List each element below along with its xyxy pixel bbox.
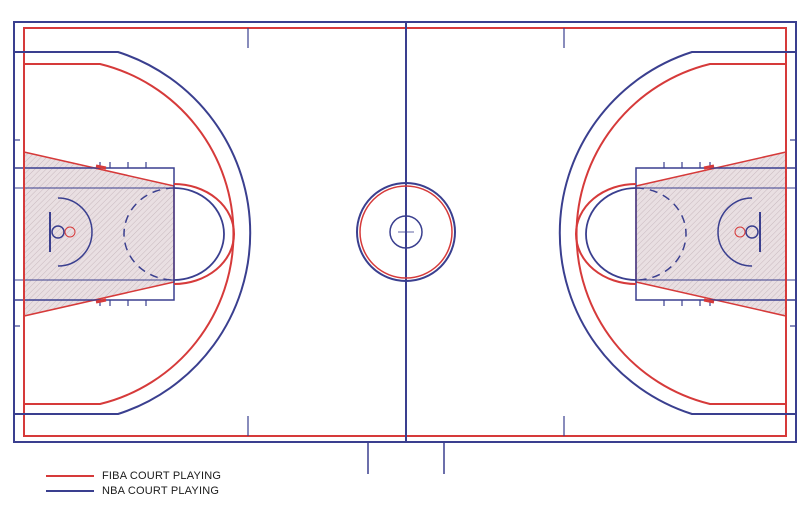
legend: FIBA COURT PLAYING NBA COURT PLAYING: [46, 468, 221, 498]
left-paint-area: [13, 151, 175, 317]
sideline-ticks: [14, 28, 796, 436]
right-fiba-lane-blocks: [703, 164, 715, 304]
legend-swatch-nba: [46, 489, 94, 492]
center-inner-circle: [389, 215, 423, 249]
right-rim: [745, 225, 759, 239]
right-three-point-nba: [558, 51, 796, 415]
right-free-throw-dashed-arc: [635, 187, 687, 281]
legend-swatch-fiba: [46, 474, 94, 477]
left-restricted-arc: [57, 197, 93, 267]
left-free-throw-circle-fiba: [173, 183, 235, 285]
right-fiba-trapezoid: [635, 151, 787, 317]
left-fiba-trapezoid: [23, 151, 175, 317]
legend-label-fiba: FIBA COURT PLAYING: [102, 469, 222, 482]
right-restricted-arc: [717, 197, 753, 267]
left-fiba-lane-blocks: [95, 164, 107, 304]
legend-item-fiba: FIBA COURT PLAYING: [46, 468, 221, 483]
right-free-throw-circle-fiba: [575, 183, 637, 285]
left-free-throw-dashed-arc: [123, 187, 175, 281]
substitution-marks: [367, 442, 445, 474]
left-rim: [51, 225, 65, 239]
legend-item-nba: NBA COURT PLAYING: [46, 483, 221, 498]
center-circle-fiba: [359, 185, 453, 279]
center-circle-nba: [356, 182, 456, 282]
legend-label-nba: NBA COURT PLAYING: [102, 484, 220, 497]
left-free-throw-circle-nba: [173, 187, 225, 281]
left-three-point-nba: [14, 51, 252, 415]
right-free-throw-circle-nba: [585, 187, 637, 281]
right-paint-area: [635, 151, 797, 317]
